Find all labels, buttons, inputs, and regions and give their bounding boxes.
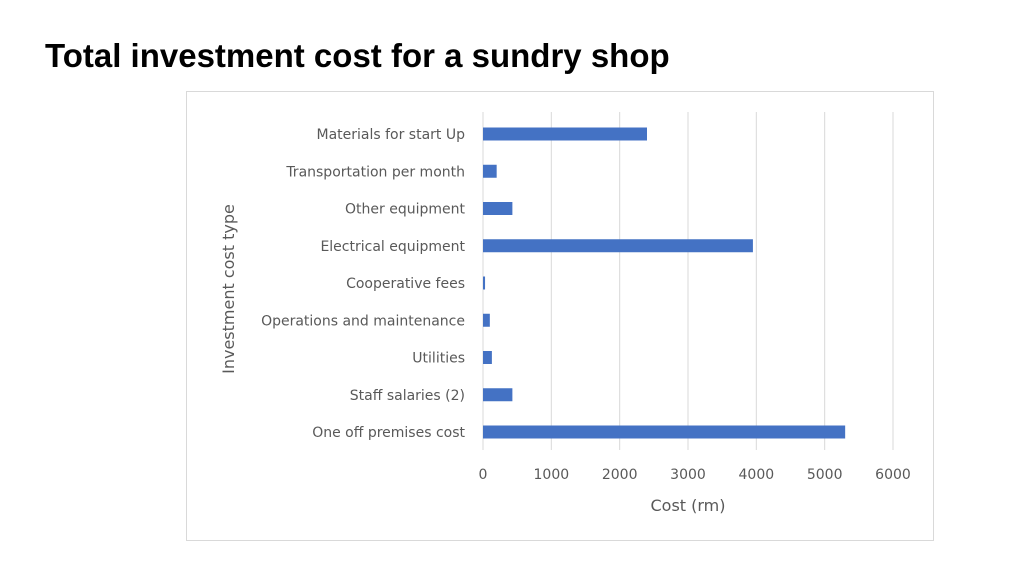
- x-tick-label: 1000: [534, 467, 570, 483]
- x-tick-label: 3000: [670, 467, 706, 483]
- bar: [483, 276, 486, 290]
- category-label: Operations and maintenance: [261, 313, 465, 329]
- gridlines: [482, 112, 894, 450]
- page-title: Total investment cost for a sundry shop: [45, 37, 670, 74]
- category-label: Electrical equipment: [320, 239, 465, 255]
- bar: [483, 313, 490, 327]
- bar: [483, 202, 513, 215]
- x-tick-labels: 0 1000 2000 3000 4000 5000 6000: [479, 467, 911, 483]
- category-label: Other equipment: [345, 202, 465, 218]
- y-axis-title: Investment cost type: [219, 204, 238, 374]
- x-tick-label: 6000: [875, 467, 911, 483]
- bar: [483, 425, 846, 439]
- category-label: Staff salaries (2): [350, 388, 465, 404]
- bar: [483, 388, 513, 402]
- category-label: One off premises cost: [312, 425, 465, 441]
- category-label: Materials for start Up: [316, 127, 465, 143]
- bar: [483, 164, 497, 178]
- bar-chart: Materials for start Up Transportation per…: [219, 112, 911, 515]
- bars: [483, 127, 846, 439]
- bar: [483, 239, 753, 253]
- category-label: Cooperative fees: [346, 276, 465, 292]
- category-labels: Materials for start Up Transportation per…: [261, 127, 465, 441]
- chart-frame: Materials for start Up Transportation per…: [186, 91, 934, 541]
- x-axis-title: Cost (rm): [650, 496, 725, 515]
- x-tick-label: 2000: [602, 467, 638, 483]
- x-tick-label: 5000: [807, 467, 843, 483]
- x-tick-label: 4000: [739, 467, 775, 483]
- x-tick-label: 0: [479, 467, 488, 483]
- category-label: Transportation per month: [285, 164, 465, 180]
- category-label: Utilities: [412, 351, 465, 367]
- bar: [483, 127, 647, 141]
- bar: [483, 351, 492, 364]
